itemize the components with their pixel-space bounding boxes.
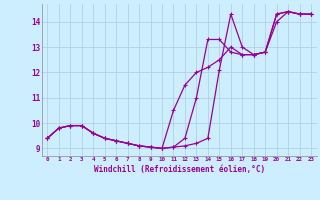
X-axis label: Windchill (Refroidissement éolien,°C): Windchill (Refroidissement éolien,°C): [94, 165, 265, 174]
